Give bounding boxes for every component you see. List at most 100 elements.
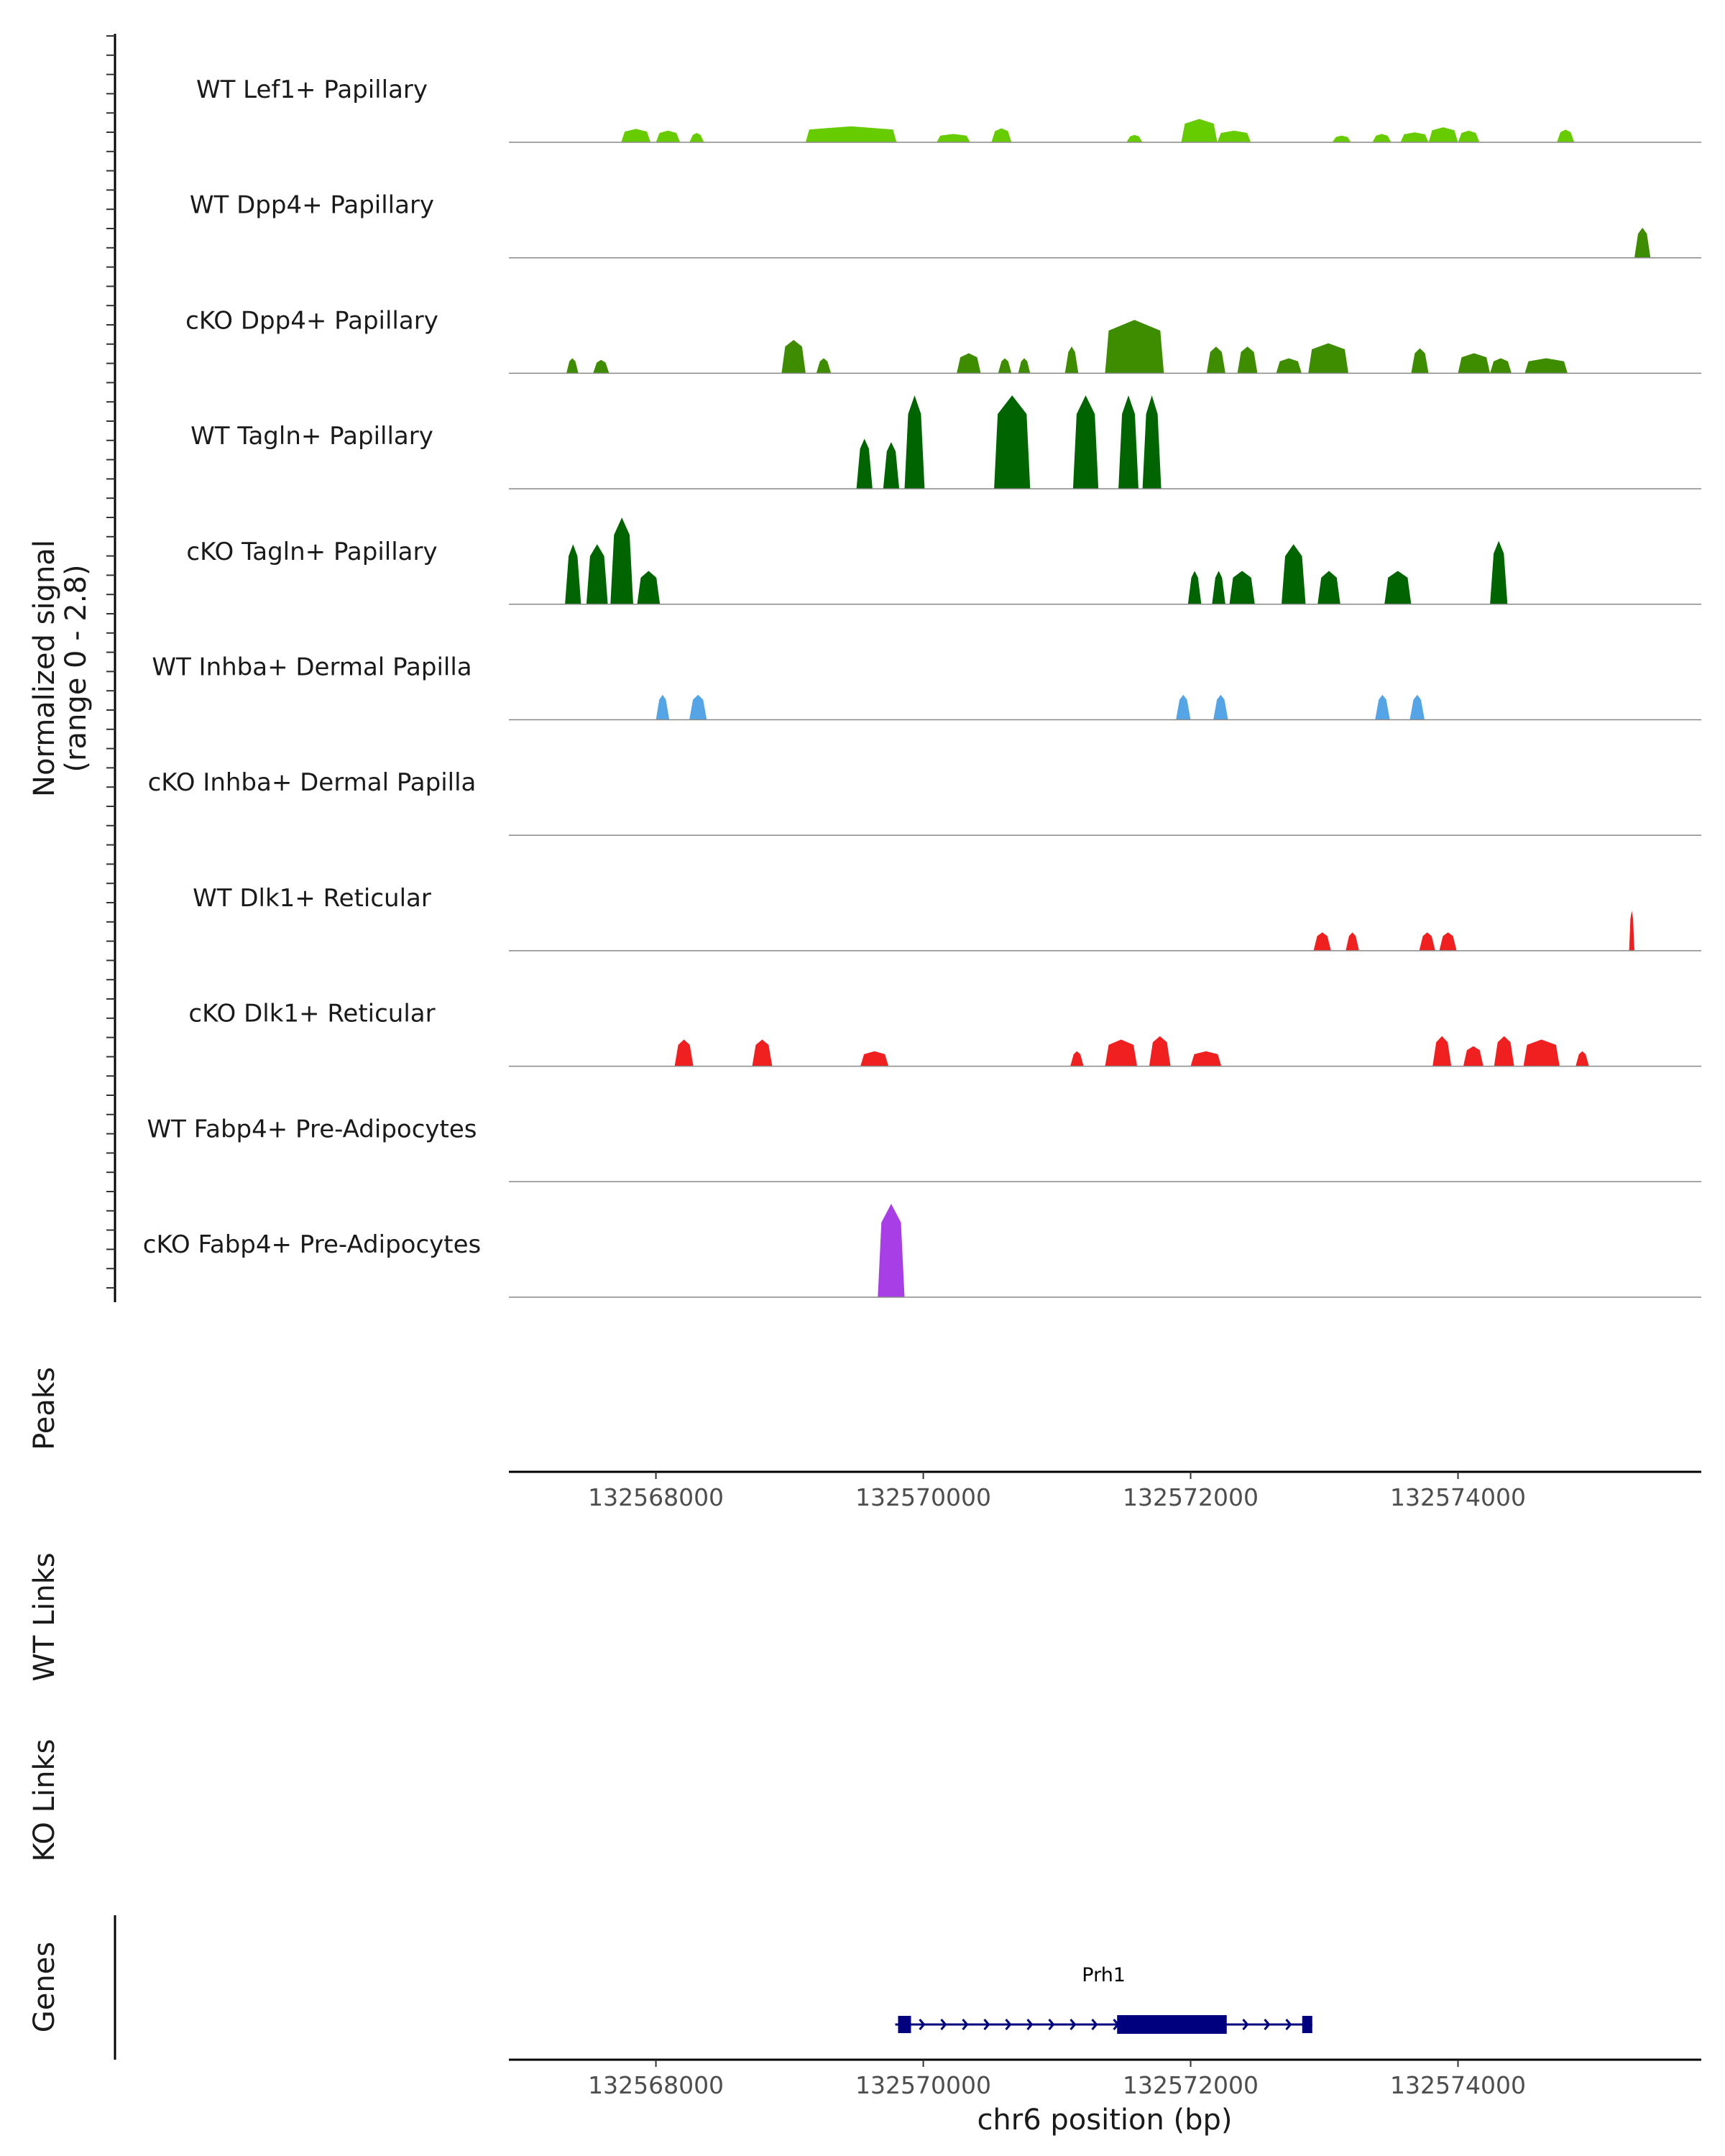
signal-peak	[1419, 932, 1435, 951]
strand-arrow	[983, 2019, 990, 2030]
signal-peak	[1176, 694, 1191, 720]
wt-links-panel-label: WT Links	[28, 1552, 61, 1681]
signal-peak	[1629, 911, 1634, 951]
signal-peak	[991, 128, 1012, 142]
signal-peak	[904, 395, 925, 489]
signal-peak	[1064, 346, 1079, 374]
track-10: cKO Fabp4+ Pre-Adipocytes	[143, 1204, 1701, 1298]
strand-arrow	[940, 2019, 947, 2030]
y-axis-label-line1: Normalized signal	[28, 540, 61, 797]
signal-peak	[878, 1204, 905, 1297]
signal-peak	[689, 694, 707, 720]
y-axis-ticks	[106, 35, 115, 1289]
strand-arrow	[1091, 2019, 1098, 2030]
track-3: WT Tagln+ Papillary	[190, 395, 1701, 489]
ko-links-panel-label: KO Links	[28, 1739, 61, 1862]
genes-panel-label: Genes	[28, 1942, 61, 2032]
signal-peak	[1118, 395, 1138, 489]
signal-peak	[1212, 571, 1225, 604]
gene-exon	[898, 2016, 911, 2033]
strand-arrow	[1005, 2019, 1012, 2030]
track-7: WT Dlk1+ Reticular	[193, 884, 1701, 952]
signal-peak	[610, 517, 633, 604]
signal-peak	[656, 694, 670, 720]
signal-peak	[957, 353, 981, 374]
x-tick-label: 132568000	[588, 2071, 724, 2099]
strand-arrow	[919, 2019, 926, 2030]
strand-arrow	[1264, 2019, 1271, 2030]
x-tick-label: 132572000	[1123, 2071, 1259, 2099]
x-axis-label: chr6 position (bp)	[977, 2104, 1232, 2137]
signal-peak	[856, 438, 873, 489]
signal-peak	[1375, 694, 1390, 720]
signal-peak	[1463, 1046, 1484, 1067]
signal-peak	[1190, 1051, 1222, 1067]
signal-peak	[781, 340, 806, 374]
track-label: WT Dpp4+ Papillary	[190, 191, 434, 220]
x-tick-label: 132572000	[1123, 1483, 1259, 1511]
x-axis-ticks-top: 132568000 132570000 132572000 132574000	[588, 1472, 1526, 1511]
signal-peak	[1149, 1036, 1171, 1067]
strand-arrow	[1026, 2019, 1034, 2030]
track-label: cKO Fabp4+ Pre-Adipocytes	[143, 1230, 482, 1259]
signal-peak	[1439, 932, 1457, 951]
signal-peak	[1181, 119, 1218, 142]
signal-peak	[1070, 1051, 1084, 1067]
signal-peak	[637, 571, 661, 604]
x-tick-label: 132574000	[1390, 1483, 1526, 1511]
gene-Prh1: Prh1	[895, 1964, 1312, 2034]
signal-peak	[1217, 130, 1251, 142]
signal-peak	[1576, 1051, 1589, 1067]
signal-peak	[1213, 694, 1228, 720]
signal-peak	[1282, 544, 1306, 604]
track-0: WT Lef1+ Papillary	[196, 75, 1701, 143]
y-axis-label: Normalized signal(range 0 - 2.8)	[28, 540, 93, 797]
signal-peak	[1494, 1036, 1514, 1067]
track-label: WT Lef1+ Papillary	[196, 75, 428, 104]
track-6: cKO Inhba+ Dermal Papilla	[148, 768, 1701, 836]
signal-peak	[1524, 358, 1568, 374]
signal-peak	[1372, 134, 1392, 142]
track-label: cKO Dlk1+ Reticular	[188, 1000, 435, 1028]
signal-peak	[1332, 135, 1351, 142]
x-tick-label: 132574000	[1390, 2071, 1526, 2099]
track-label: WT Inhba+ Dermal Papilla	[152, 653, 472, 682]
signal-peak	[805, 126, 897, 142]
strand-arrow	[1285, 2019, 1292, 2030]
strand-arrow	[1048, 2019, 1055, 2030]
signal-peak	[586, 544, 608, 604]
track-5: WT Inhba+ Dermal Papilla	[152, 653, 1701, 721]
signal-peak	[1458, 130, 1480, 142]
signal-peak	[1142, 395, 1162, 489]
signal-peak	[1317, 571, 1340, 604]
axes: Normalized signal(range 0 - 2.8) Peaks 1…	[28, 34, 1701, 2137]
signal-peak	[1105, 320, 1164, 374]
signal-peak	[565, 544, 581, 604]
signal-peak	[1458, 353, 1491, 374]
signal-peak	[656, 130, 681, 142]
signal-peak	[1308, 343, 1348, 374]
signal-peak	[1428, 127, 1458, 142]
signal-peak	[566, 358, 579, 374]
signal-peak	[1384, 571, 1412, 604]
signal-peak	[1313, 932, 1331, 951]
signal-peak	[1018, 358, 1031, 374]
coverage-tracks: WT Lef1+ Papillary WT Dpp4+ Papillary cKO …	[143, 75, 1701, 1298]
track-8: cKO Dlk1+ Reticular	[188, 1000, 1701, 1067]
x-tick-label: 132570000	[855, 2071, 991, 2099]
x-axis-ticks-bottom: 132568000 132570000 132572000 132574000	[588, 2060, 1526, 2099]
track-4: cKO Tagln+ Papillary	[186, 517, 1701, 605]
track-label: cKO Inhba+ Dermal Papilla	[148, 768, 477, 797]
track-9: WT Fabp4+ Pre-Adipocytes	[147, 1115, 1701, 1183]
x-tick-label: 132570000	[855, 1483, 991, 1511]
signal-peak	[1187, 571, 1202, 604]
signal-peak	[937, 134, 970, 142]
signal-peak	[1072, 395, 1099, 489]
track-1: WT Dpp4+ Papillary	[190, 191, 1701, 259]
signal-peak	[593, 359, 610, 374]
track-label: WT Tagln+ Papillary	[190, 422, 433, 451]
signal-peak	[1206, 346, 1225, 374]
signal-peak	[1276, 358, 1302, 374]
signal-peak	[1229, 571, 1255, 604]
track-label: WT Dlk1+ Reticular	[193, 884, 431, 913]
